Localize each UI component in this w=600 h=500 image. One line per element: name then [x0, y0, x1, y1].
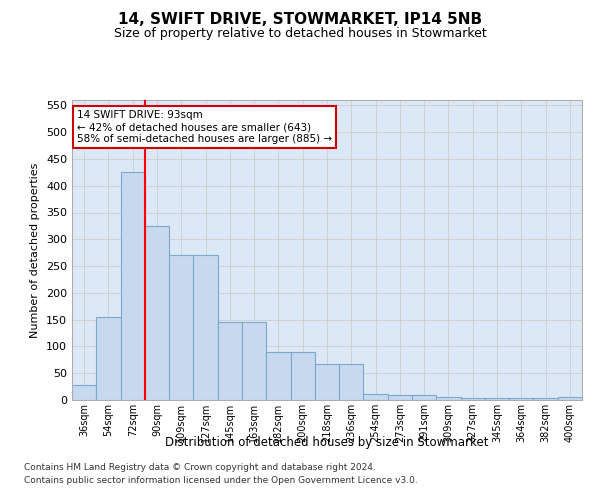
- Text: Contains public sector information licensed under the Open Government Licence v3: Contains public sector information licen…: [24, 476, 418, 485]
- Bar: [388, 394, 412, 400]
- Bar: [266, 352, 290, 400]
- Bar: [242, 322, 266, 400]
- Text: 14, SWIFT DRIVE, STOWMARKET, IP14 5NB: 14, SWIFT DRIVE, STOWMARKET, IP14 5NB: [118, 12, 482, 28]
- Bar: [339, 364, 364, 400]
- Bar: [290, 352, 315, 400]
- Bar: [315, 364, 339, 400]
- Bar: [72, 385, 96, 400]
- Text: Size of property relative to detached houses in Stowmarket: Size of property relative to detached ho…: [113, 28, 487, 40]
- Text: Contains HM Land Registry data © Crown copyright and database right 2024.: Contains HM Land Registry data © Crown c…: [24, 464, 376, 472]
- Bar: [509, 398, 533, 400]
- Bar: [193, 256, 218, 400]
- Bar: [169, 256, 193, 400]
- Bar: [533, 398, 558, 400]
- Bar: [558, 398, 582, 400]
- Bar: [364, 394, 388, 400]
- Y-axis label: Number of detached properties: Number of detached properties: [31, 162, 40, 338]
- Bar: [485, 398, 509, 400]
- Bar: [218, 322, 242, 400]
- Bar: [412, 394, 436, 400]
- Bar: [121, 172, 145, 400]
- Bar: [461, 398, 485, 400]
- Bar: [145, 226, 169, 400]
- Bar: [436, 398, 461, 400]
- Text: Distribution of detached houses by size in Stowmarket: Distribution of detached houses by size …: [165, 436, 489, 449]
- Text: 14 SWIFT DRIVE: 93sqm
← 42% of detached houses are smaller (643)
58% of semi-det: 14 SWIFT DRIVE: 93sqm ← 42% of detached …: [77, 110, 332, 144]
- Bar: [96, 317, 121, 400]
